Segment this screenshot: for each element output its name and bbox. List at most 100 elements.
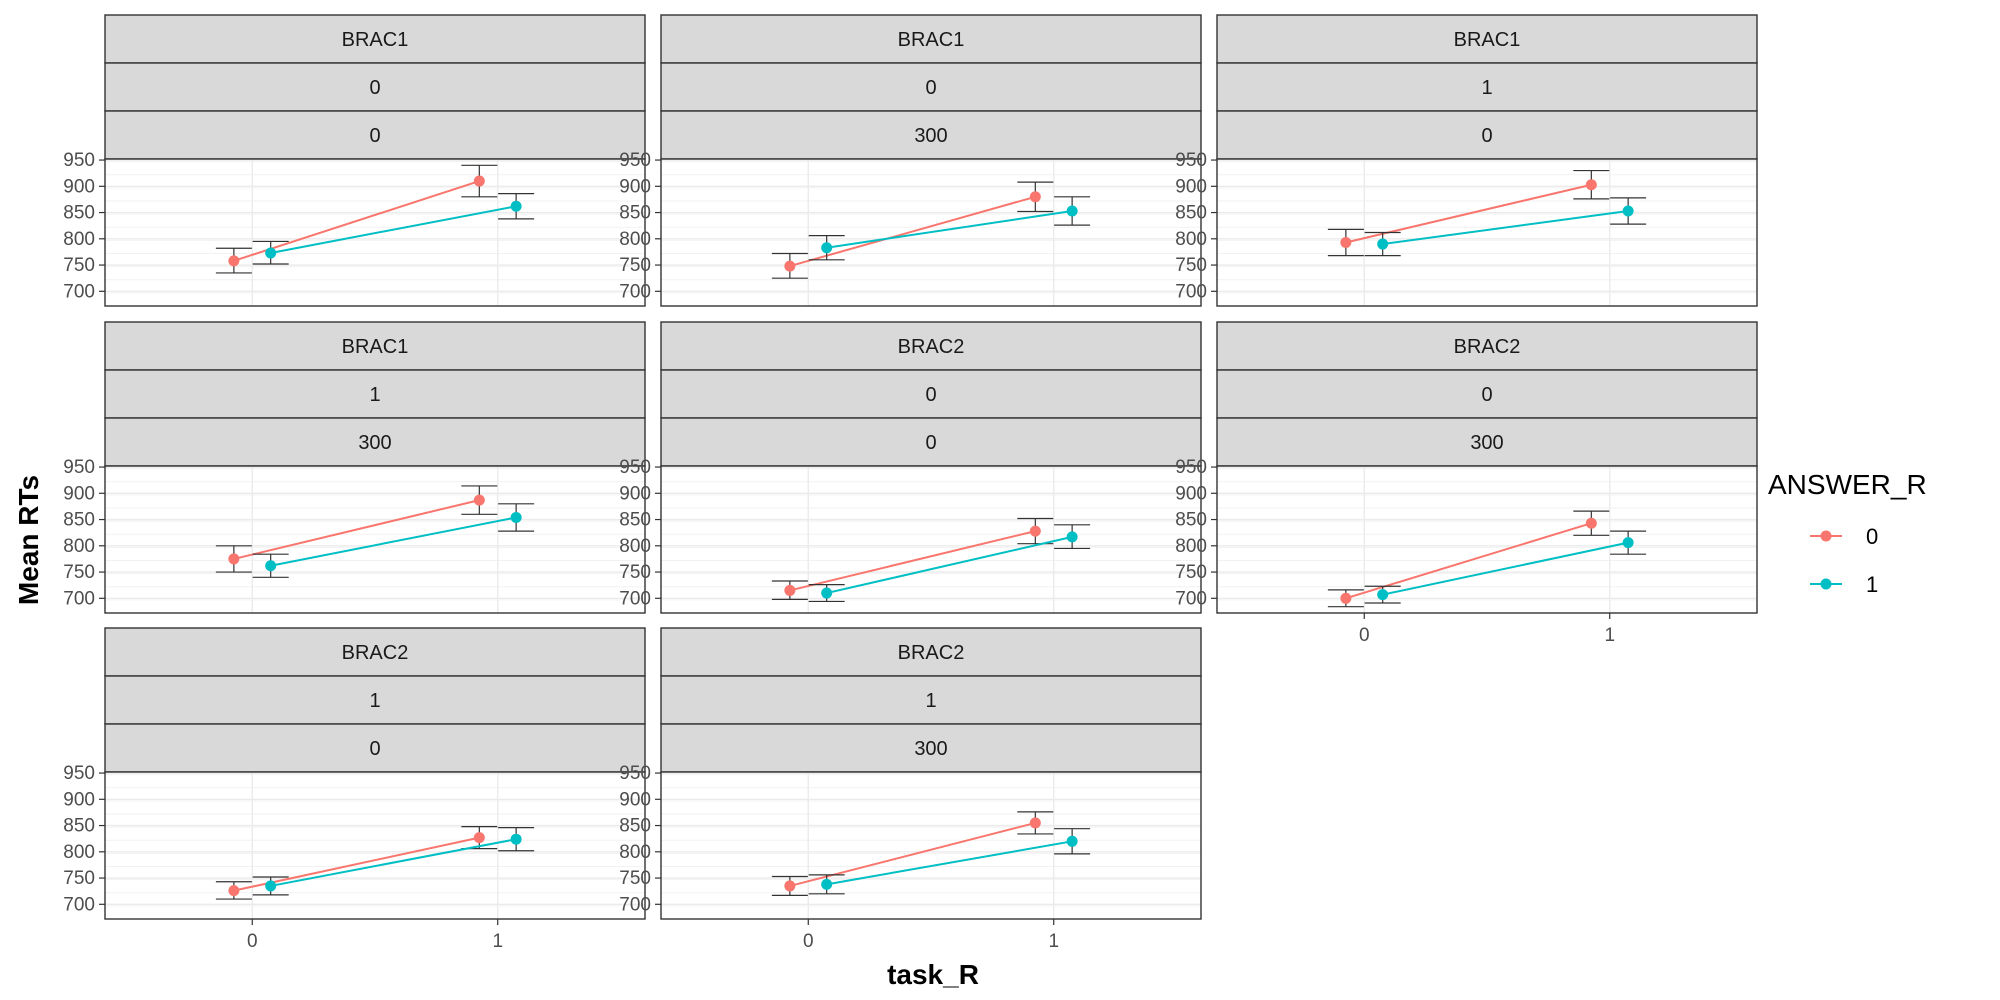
facet-strip bbox=[660, 417, 1202, 467]
data-point-answer-0 bbox=[228, 553, 240, 565]
legend-key-point bbox=[1820, 530, 1832, 542]
plot-background bbox=[661, 772, 1201, 919]
y-tick-label: 850 bbox=[619, 816, 651, 837]
data-point-answer-1 bbox=[265, 560, 277, 572]
data-point-answer-1 bbox=[821, 878, 833, 890]
facet-strip bbox=[1216, 369, 1758, 419]
y-tick-label: 850 bbox=[1175, 203, 1207, 224]
facet-panel-5: BRAC2 0 0 700 750 800 850 900 950 bbox=[619, 321, 1202, 614]
facet-panel-4: BRAC1 1 300 700 750 800 850 900 950 bbox=[63, 321, 646, 614]
y-tick-label: 900 bbox=[63, 789, 95, 810]
y-tick-label: 900 bbox=[63, 176, 95, 197]
data-point-answer-0 bbox=[228, 885, 240, 897]
data-point-answer-0 bbox=[1029, 817, 1041, 829]
facet-strip bbox=[1216, 321, 1758, 371]
series-line-answer-1 bbox=[826, 535, 1073, 595]
facet-strip bbox=[1216, 62, 1758, 112]
y-tick-label: 750 bbox=[619, 562, 651, 583]
panels-layer: BRAC1 0 0 700 750 800 850 900 950 BRAC1 0 300 700 750… bbox=[63, 14, 1758, 920]
facet-strip bbox=[660, 110, 1202, 160]
y-tick-label: 850 bbox=[63, 203, 95, 224]
x-tick-label: 1 bbox=[1048, 931, 1059, 952]
y-tick-label: 850 bbox=[1175, 510, 1207, 531]
data-point-answer-1 bbox=[821, 242, 833, 254]
panel-border bbox=[104, 771, 646, 920]
plot-background bbox=[1217, 159, 1757, 306]
y-tick-label: 700 bbox=[619, 894, 651, 915]
y-tick-label: 800 bbox=[1175, 229, 1207, 250]
facet-strip-label: 1 bbox=[1481, 77, 1492, 99]
y-tick-label: 900 bbox=[619, 483, 651, 504]
facet-strip-label: BRAC2 bbox=[898, 336, 965, 358]
data-point-answer-0 bbox=[228, 255, 240, 267]
y-tick-label: 900 bbox=[619, 789, 651, 810]
x-axis-title: task_R bbox=[887, 959, 979, 990]
facet-strip bbox=[660, 675, 1202, 725]
series-line-answer-1 bbox=[826, 209, 1073, 249]
data-point-answer-0 bbox=[473, 175, 485, 187]
data-point-answer-0 bbox=[784, 880, 796, 892]
data-point-answer-0 bbox=[1029, 191, 1041, 203]
facet-strip bbox=[104, 321, 646, 371]
plot-background bbox=[105, 772, 645, 919]
facet-strip-label: BRAC1 bbox=[898, 29, 965, 51]
facet-strip-label: 1 bbox=[925, 690, 936, 712]
y-tick-label: 950 bbox=[619, 763, 651, 784]
facet-panel-1: BRAC1 0 0 700 750 800 850 900 950 bbox=[63, 14, 646, 307]
legend-label: 1 bbox=[1866, 572, 1878, 597]
facet-panel-6: BRAC2 0 300 700 750 800 850 900 950 bbox=[1175, 321, 1758, 614]
data-point-answer-0 bbox=[473, 494, 485, 506]
panel-border bbox=[660, 771, 1202, 920]
y-tick-label: 800 bbox=[619, 536, 651, 557]
y-tick-label: 750 bbox=[63, 255, 95, 276]
panel-border bbox=[660, 158, 1202, 307]
data-point-answer-1 bbox=[265, 247, 277, 259]
facet-strip bbox=[104, 675, 646, 725]
y-tick-label: 850 bbox=[63, 510, 95, 531]
plot-background bbox=[105, 466, 645, 613]
facet-strip-label: 300 bbox=[358, 432, 391, 454]
panel-border bbox=[1216, 158, 1758, 307]
facet-strip-label: 0 bbox=[925, 384, 936, 406]
facet-strip bbox=[1216, 110, 1758, 160]
facet-strip-label: 0 bbox=[925, 77, 936, 99]
data-point-answer-0 bbox=[1029, 525, 1041, 537]
x-axes-layer: 0 1 0 1 0 1 bbox=[247, 613, 1615, 952]
y-axis-title: Mean RTs bbox=[13, 475, 44, 605]
y-tick-label: 700 bbox=[1175, 588, 1207, 609]
series-line-answer-1 bbox=[270, 205, 517, 254]
plot-background bbox=[1217, 466, 1757, 613]
y-tick-label: 750 bbox=[63, 562, 95, 583]
y-tick-label: 750 bbox=[619, 255, 651, 276]
facet-strip bbox=[104, 627, 646, 677]
y-tick-label: 800 bbox=[63, 842, 95, 863]
y-tick-label: 750 bbox=[63, 868, 95, 889]
facet-strip-label: 0 bbox=[1481, 125, 1492, 147]
x-tick-label: 1 bbox=[1604, 625, 1615, 646]
y-tick-label: 800 bbox=[63, 536, 95, 557]
y-tick-label: 700 bbox=[63, 281, 95, 302]
facet-strip-label: BRAC2 bbox=[1454, 336, 1521, 358]
series-line-answer-1 bbox=[270, 516, 517, 567]
facet-strip-label: 300 bbox=[914, 738, 947, 760]
data-point-answer-0 bbox=[1585, 517, 1597, 529]
legend-title: ANSWER_R bbox=[1768, 469, 1927, 500]
y-tick-label: 850 bbox=[619, 203, 651, 224]
facet-strip bbox=[660, 369, 1202, 419]
y-tick-label: 900 bbox=[1175, 483, 1207, 504]
y-tick-label: 700 bbox=[63, 588, 95, 609]
y-tick-label: 800 bbox=[1175, 536, 1207, 557]
series-line-answer-0 bbox=[233, 499, 480, 560]
data-point-answer-1 bbox=[265, 880, 277, 892]
y-tick-label: 950 bbox=[63, 150, 95, 171]
series-line-answer-1 bbox=[826, 840, 1073, 886]
y-tick-label: 700 bbox=[1175, 281, 1207, 302]
data-point-answer-1 bbox=[510, 200, 522, 212]
data-point-answer-1 bbox=[1622, 537, 1634, 549]
y-tick-label: 850 bbox=[63, 816, 95, 837]
legend: ANSWER_R 0 1 bbox=[1768, 469, 1927, 597]
facet-strip-label: 0 bbox=[369, 738, 380, 760]
y-tick-label: 950 bbox=[619, 150, 651, 171]
data-point-answer-0 bbox=[784, 584, 796, 596]
